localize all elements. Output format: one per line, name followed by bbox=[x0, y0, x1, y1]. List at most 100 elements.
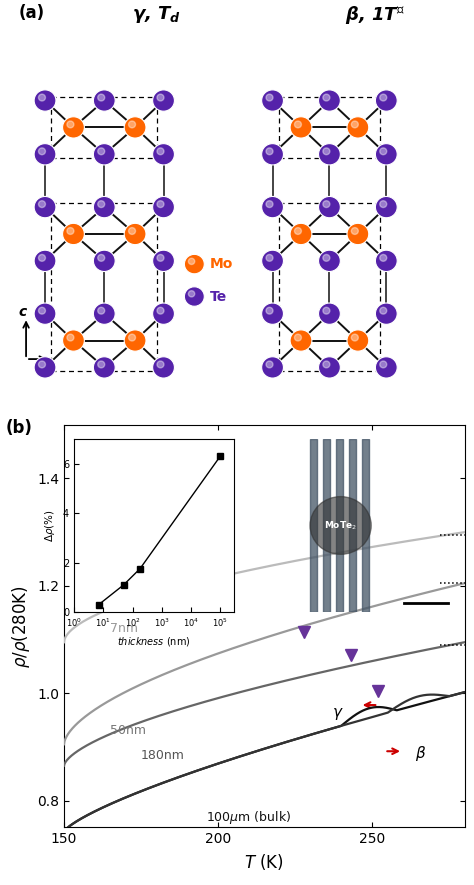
Text: Mo: Mo bbox=[210, 258, 233, 271]
Text: (b): (b) bbox=[6, 419, 33, 437]
Circle shape bbox=[98, 201, 105, 207]
Circle shape bbox=[351, 121, 358, 127]
Circle shape bbox=[380, 201, 387, 207]
Circle shape bbox=[157, 255, 164, 261]
Circle shape bbox=[157, 307, 164, 314]
Circle shape bbox=[93, 196, 115, 218]
Circle shape bbox=[323, 201, 330, 207]
Circle shape bbox=[93, 90, 115, 112]
Circle shape bbox=[262, 143, 283, 165]
Circle shape bbox=[98, 94, 105, 101]
Circle shape bbox=[294, 227, 301, 235]
Circle shape bbox=[93, 357, 115, 378]
Circle shape bbox=[262, 357, 283, 378]
Circle shape bbox=[323, 361, 330, 368]
Circle shape bbox=[290, 117, 312, 138]
Text: 100$\mu$m (bulk): 100$\mu$m (bulk) bbox=[206, 809, 291, 826]
Circle shape bbox=[319, 90, 340, 112]
Circle shape bbox=[184, 254, 204, 273]
Circle shape bbox=[98, 255, 105, 261]
Circle shape bbox=[290, 330, 312, 351]
Circle shape bbox=[98, 307, 105, 314]
Circle shape bbox=[34, 196, 56, 218]
Circle shape bbox=[63, 117, 84, 138]
Circle shape bbox=[319, 250, 340, 272]
Circle shape bbox=[380, 361, 387, 368]
Circle shape bbox=[124, 330, 146, 351]
Circle shape bbox=[347, 223, 369, 244]
Circle shape bbox=[98, 148, 105, 155]
Text: $\bfit{\gamma}$, $\bfit{T_d}$: $\bfit{\gamma}$, $\bfit{T_d}$ bbox=[132, 4, 181, 25]
Circle shape bbox=[38, 255, 46, 261]
Circle shape bbox=[38, 361, 46, 368]
Circle shape bbox=[153, 250, 174, 272]
Circle shape bbox=[93, 143, 115, 165]
Circle shape bbox=[266, 307, 273, 314]
Text: $\bfit{\beta}$, 1$\bfit{T}$$\bfit{'}$: $\bfit{\beta}$, 1$\bfit{T}$$\bfit{'}$ bbox=[345, 4, 404, 26]
Circle shape bbox=[262, 250, 283, 272]
Circle shape bbox=[347, 117, 369, 138]
Circle shape bbox=[34, 90, 56, 112]
Text: $\gamma$: $\gamma$ bbox=[332, 706, 344, 722]
Text: Te: Te bbox=[210, 289, 227, 304]
Circle shape bbox=[380, 148, 387, 155]
Circle shape bbox=[323, 307, 330, 314]
Circle shape bbox=[153, 90, 174, 112]
Circle shape bbox=[38, 94, 46, 101]
Circle shape bbox=[128, 121, 136, 127]
Circle shape bbox=[266, 361, 273, 368]
Circle shape bbox=[266, 148, 273, 155]
Circle shape bbox=[375, 90, 397, 112]
Circle shape bbox=[323, 94, 330, 101]
Circle shape bbox=[262, 90, 283, 112]
Circle shape bbox=[157, 361, 164, 368]
Circle shape bbox=[319, 357, 340, 378]
Circle shape bbox=[375, 196, 397, 218]
Y-axis label: $\rho/\rho$(280K): $\rho/\rho$(280K) bbox=[9, 585, 32, 667]
Circle shape bbox=[323, 148, 330, 155]
Text: $\beta$: $\beta$ bbox=[415, 743, 427, 763]
Circle shape bbox=[128, 227, 136, 235]
Circle shape bbox=[380, 307, 387, 314]
Circle shape bbox=[347, 330, 369, 351]
Circle shape bbox=[124, 223, 146, 244]
Circle shape bbox=[380, 255, 387, 261]
Circle shape bbox=[319, 303, 340, 324]
Circle shape bbox=[375, 143, 397, 165]
Circle shape bbox=[188, 290, 195, 296]
Circle shape bbox=[153, 303, 174, 324]
Circle shape bbox=[34, 357, 56, 378]
Circle shape bbox=[67, 227, 74, 235]
Circle shape bbox=[98, 361, 105, 368]
Text: 180nm: 180nm bbox=[141, 750, 185, 762]
Circle shape bbox=[380, 94, 387, 101]
Circle shape bbox=[38, 201, 46, 207]
Circle shape bbox=[266, 255, 273, 261]
Circle shape bbox=[319, 196, 340, 218]
Circle shape bbox=[157, 201, 164, 207]
Circle shape bbox=[266, 201, 273, 207]
Text: 7nm: 7nm bbox=[110, 621, 138, 635]
Circle shape bbox=[351, 227, 358, 235]
Circle shape bbox=[34, 303, 56, 324]
Circle shape bbox=[128, 335, 136, 341]
X-axis label: $T$ (K): $T$ (K) bbox=[244, 852, 284, 872]
Circle shape bbox=[184, 287, 204, 306]
Circle shape bbox=[266, 94, 273, 101]
Circle shape bbox=[93, 250, 115, 272]
Circle shape bbox=[294, 335, 301, 341]
Text: 50nm: 50nm bbox=[110, 724, 146, 737]
Text: $\bfit{c}$: $\bfit{c}$ bbox=[18, 305, 28, 319]
Circle shape bbox=[124, 117, 146, 138]
Circle shape bbox=[93, 303, 115, 324]
Circle shape bbox=[319, 143, 340, 165]
Circle shape bbox=[38, 307, 46, 314]
Circle shape bbox=[290, 223, 312, 244]
Circle shape bbox=[157, 94, 164, 101]
Circle shape bbox=[34, 250, 56, 272]
Circle shape bbox=[153, 143, 174, 165]
Circle shape bbox=[157, 148, 164, 155]
Circle shape bbox=[34, 143, 56, 165]
Circle shape bbox=[67, 121, 74, 127]
Circle shape bbox=[153, 357, 174, 378]
